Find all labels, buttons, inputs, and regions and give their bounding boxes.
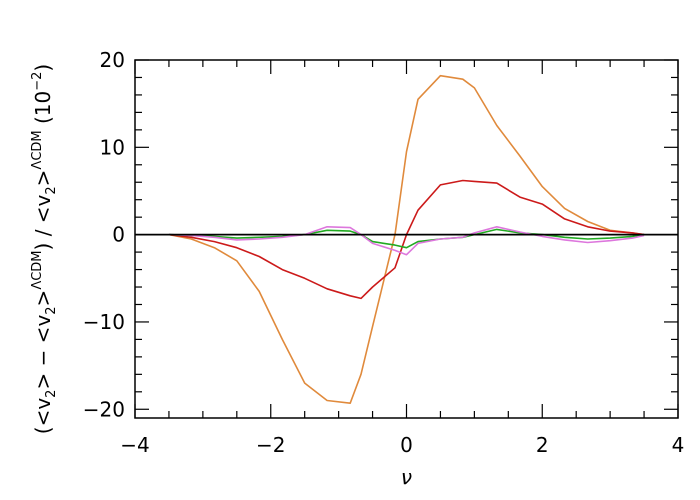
y-axis-label: (<v2> − <v2>ΛCDM) / <v2>ΛCDM (10−2) — [30, 64, 59, 434]
y-label-part: > − <v — [31, 315, 55, 390]
y-label-part: ) — [31, 64, 55, 72]
x-axis-label: ν — [401, 465, 412, 489]
y-label-superscript: ΛCDM — [30, 130, 45, 169]
y-label-part: ) / <v — [31, 194, 55, 250]
plot-frame — [134, 59, 679, 419]
x-tick-label: 2 — [536, 433, 549, 457]
x-tick-label: −4 — [120, 433, 149, 457]
y-label-superscript: ΛCDM — [30, 250, 45, 289]
x-tick-labels: −4 −2 0 2 4 — [120, 433, 684, 457]
y-label-subscript: 2 — [44, 186, 59, 194]
y-tick-label: 10 — [100, 135, 125, 159]
axis-ticks — [134, 59, 679, 418]
x-tick-label: 0 — [400, 433, 413, 457]
y-tick-label: 0 — [112, 223, 125, 247]
y-tick-label: −20 — [83, 397, 125, 421]
series-line-3 — [168, 228, 645, 249]
x-tick-label: 4 — [672, 433, 685, 457]
y-label-part: > — [31, 290, 55, 307]
series-line-1 — [168, 74, 645, 405]
y-tick-label: 20 — [100, 48, 125, 72]
y-label-subscript: 2 — [44, 390, 59, 398]
y-tick-labels: −20 −10 0 10 20 — [83, 48, 125, 421]
y-label-part: > — [31, 170, 55, 187]
y-tick-label: −10 — [83, 310, 125, 334]
series-layer — [168, 74, 645, 405]
x-tick-label: −2 — [256, 433, 285, 457]
y-label-subscript: 2 — [44, 306, 59, 314]
series-line-4 — [168, 226, 645, 256]
y-label-part: (<v — [31, 398, 55, 435]
y-label-superscript: −2 — [30, 72, 45, 91]
y-label-part: (10 — [31, 91, 55, 131]
